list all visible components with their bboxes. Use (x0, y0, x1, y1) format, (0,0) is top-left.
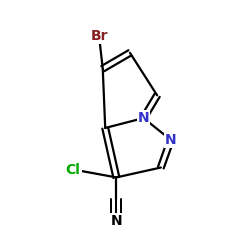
Text: Cl: Cl (66, 162, 80, 176)
Text: Br: Br (90, 29, 108, 43)
Text: N: N (110, 214, 122, 228)
Text: N: N (138, 111, 149, 125)
Text: N: N (165, 133, 176, 147)
